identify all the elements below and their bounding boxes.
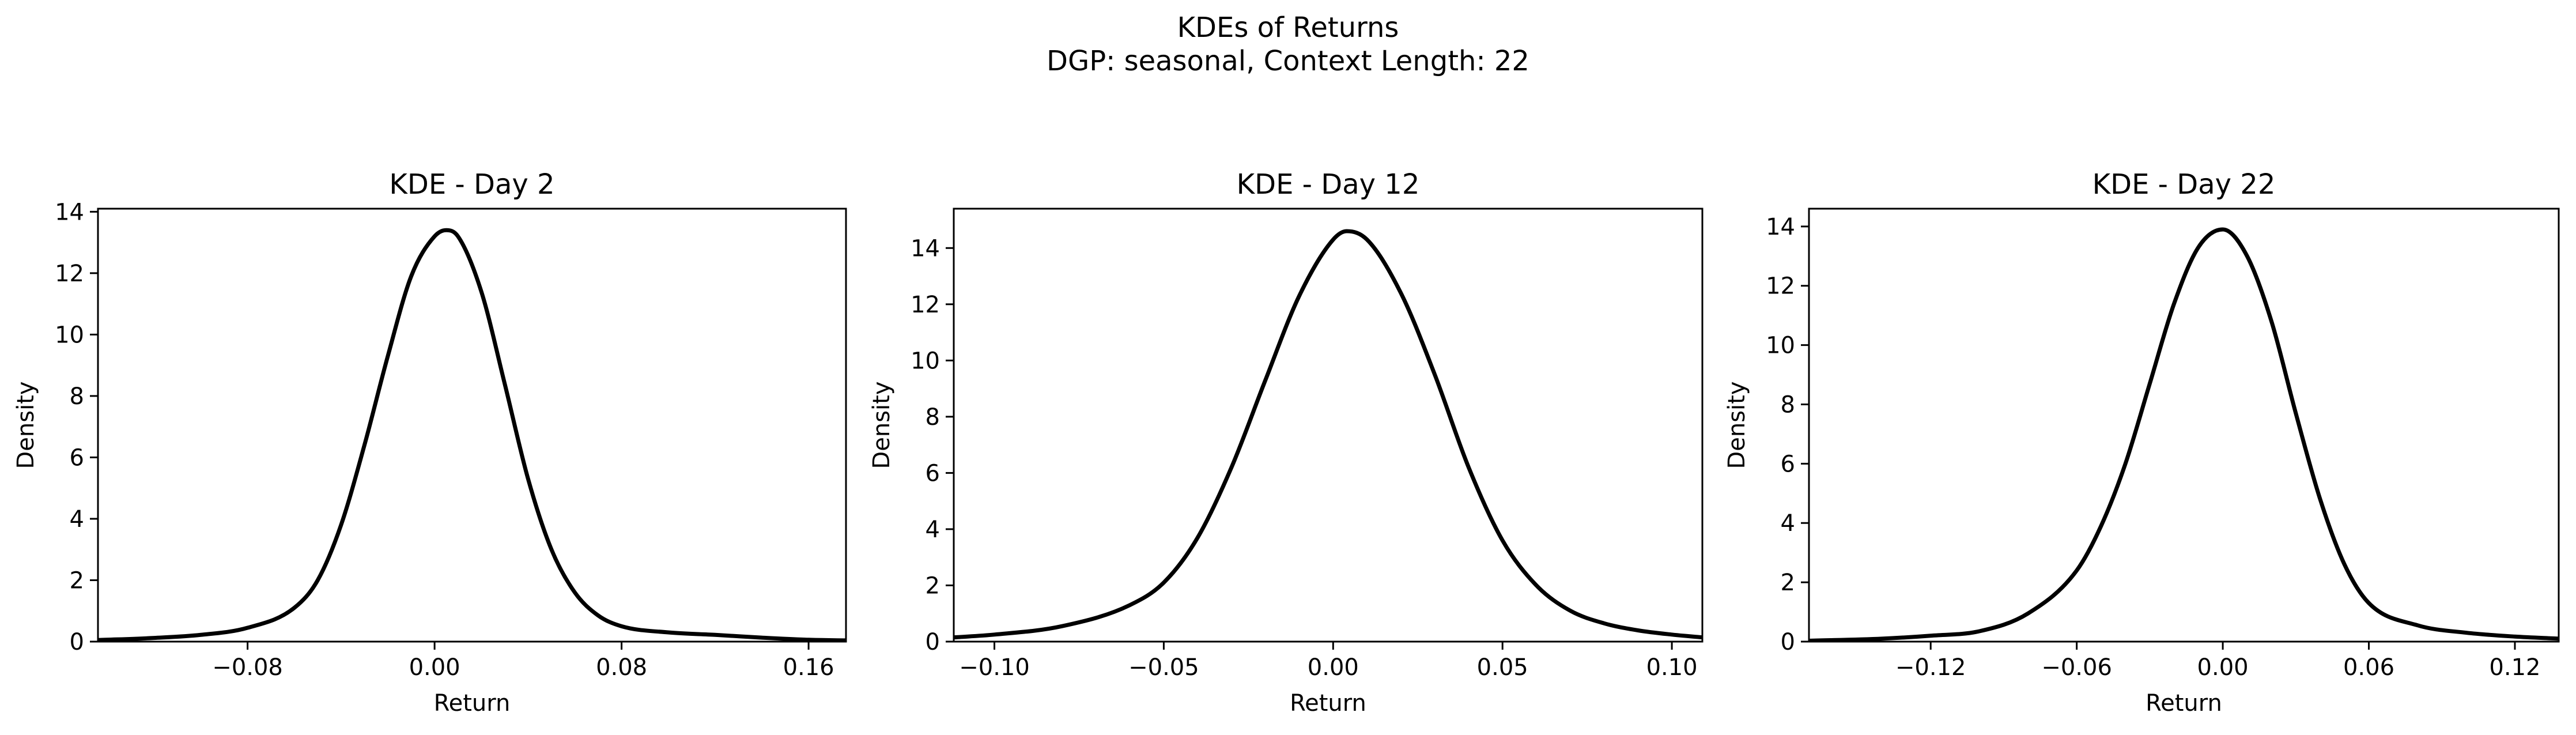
- x-tick-label: 0.12: [2489, 654, 2540, 681]
- y-axis-label: Density: [1724, 381, 1750, 469]
- subplot-1: −0.08 0.00 0.08 0.16 0 2 4 6 8 10 12 14 KDE - Day 2 R…: [13, 168, 847, 717]
- subplot-title: KDE - Day 12: [1237, 168, 1420, 201]
- kde-curve: [1809, 227, 2559, 642]
- y-tick-label: 6: [926, 460, 940, 487]
- y-tick-label: 12: [1766, 273, 1795, 300]
- x-tick-label: 0.05: [1477, 654, 1528, 681]
- x-tick-label: 0.06: [2343, 654, 2394, 681]
- plot-frame: [97, 208, 847, 643]
- x-tick-label: −0.10: [959, 654, 1030, 681]
- y-tick-label: 14: [55, 199, 84, 225]
- x-tick-label: 0.00: [1308, 654, 1359, 681]
- y-tick-label: 2: [1781, 570, 1795, 596]
- y-tick-label: 8: [70, 383, 84, 410]
- y-axis-label: Density: [868, 381, 895, 469]
- y-tick-label: 12: [55, 261, 84, 287]
- subplot-title: KDE - Day 22: [2092, 168, 2276, 201]
- x-tick-label: −0.06: [2041, 654, 2112, 681]
- y-tick-label: 10: [911, 348, 940, 374]
- y-tick-label: 8: [1781, 391, 1795, 418]
- x-tick-label: 0.08: [596, 654, 647, 681]
- y-tick-label: 2: [926, 572, 940, 599]
- y-tick-label: 10: [55, 322, 84, 348]
- x-axis-label: Return: [434, 690, 511, 717]
- y-tick-label: 6: [70, 444, 84, 471]
- y-tick-label: 0: [926, 629, 940, 655]
- x-tick-label: 0.10: [1646, 654, 1698, 681]
- y-tick-label: 2: [70, 567, 84, 594]
- x-tick-label: −0.08: [212, 654, 283, 681]
- y-tick-label: 0: [70, 629, 84, 655]
- y-tick-label: 8: [926, 404, 940, 431]
- x-tick-label: 0.16: [783, 654, 834, 681]
- y-tick-label: 12: [911, 292, 940, 318]
- y-tick-label: 4: [926, 517, 940, 543]
- y-tick-label: 4: [70, 506, 84, 533]
- y-tick-label: 0: [1781, 629, 1795, 655]
- y-axis-label: Density: [13, 381, 39, 469]
- x-tick-label: −0.12: [1895, 654, 1966, 681]
- y-tick-label: 4: [1781, 510, 1795, 537]
- figure-subtitle: DGP: seasonal, Context Length: 22: [1047, 45, 1529, 77]
- y-tick-label: 10: [1766, 333, 1795, 359]
- x-axis-label: Return: [2146, 690, 2222, 717]
- kde-curve: [954, 229, 1702, 640]
- figure-title: KDEs of Returns: [1177, 12, 1399, 44]
- y-tick-label: 6: [1781, 451, 1795, 477]
- x-tick-label: 0.00: [2197, 654, 2249, 681]
- plot-frame: [1808, 208, 2560, 643]
- x-tick-label: 0.00: [409, 654, 460, 681]
- x-axis-label: Return: [1290, 690, 1366, 717]
- kde-curve: [98, 228, 846, 642]
- x-tick-label: −0.05: [1128, 654, 1199, 681]
- subplot-2: −0.10 −0.05 0.00 0.05 0.10 0 2 4 6 8 10 12 14 KDE - D…: [868, 168, 1704, 717]
- subplot-title: KDE - Day 2: [389, 168, 554, 201]
- subplot-panels: −0.08 0.00 0.08 0.16 0 2 4 6 8 10 12 14 KDE - Day 2 R…: [13, 168, 2560, 717]
- y-tick-label: 14: [1766, 214, 1795, 240]
- subplot-3: −0.12 −0.06 0.00 0.06 0.12 0 2 4 6 8 10 12 14 KDE - D…: [1724, 168, 2560, 717]
- y-tick-label: 14: [911, 235, 940, 262]
- plot-frame: [953, 208, 1704, 643]
